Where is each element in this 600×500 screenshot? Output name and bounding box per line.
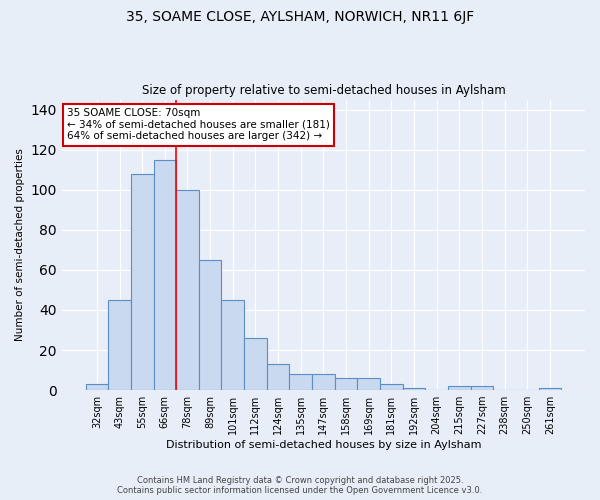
Bar [403,388,425,390]
Bar [154,160,176,390]
Bar [176,190,199,390]
Bar [539,388,561,390]
Text: 35 SOAME CLOSE: 70sqm
← 34% of semi-detached houses are smaller (181)
64% of sem: 35 SOAME CLOSE: 70sqm ← 34% of semi-deta… [67,108,330,142]
Bar [108,300,131,390]
Bar [244,338,267,390]
Text: 35, SOAME CLOSE, AYLSHAM, NORWICH, NR11 6JF: 35, SOAME CLOSE, AYLSHAM, NORWICH, NR11 … [126,10,474,24]
Bar [335,378,358,390]
Bar [312,374,335,390]
Bar [448,386,470,390]
Text: Contains HM Land Registry data © Crown copyright and database right 2025.
Contai: Contains HM Land Registry data © Crown c… [118,476,482,495]
Y-axis label: Number of semi-detached properties: Number of semi-detached properties [15,148,25,342]
Bar [358,378,380,390]
Bar [131,174,154,390]
Bar [221,300,244,390]
Bar [267,364,289,390]
Bar [86,384,108,390]
Bar [380,384,403,390]
X-axis label: Distribution of semi-detached houses by size in Aylsham: Distribution of semi-detached houses by … [166,440,481,450]
Bar [199,260,221,390]
Bar [470,386,493,390]
Title: Size of property relative to semi-detached houses in Aylsham: Size of property relative to semi-detach… [142,84,505,97]
Bar [289,374,312,390]
